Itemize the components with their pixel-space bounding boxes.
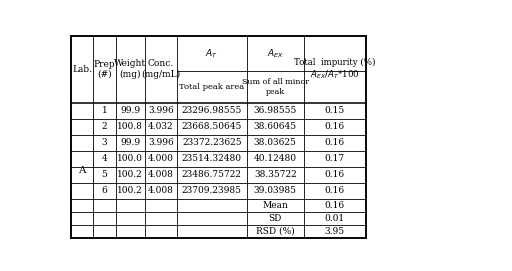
Text: 4: 4 bbox=[101, 154, 108, 163]
Text: 4.000: 4.000 bbox=[148, 154, 174, 163]
Text: 99.9: 99.9 bbox=[120, 138, 140, 147]
Text: 99.9: 99.9 bbox=[120, 107, 140, 115]
Text: 36.98555: 36.98555 bbox=[253, 107, 297, 115]
Text: 23514.32480: 23514.32480 bbox=[182, 154, 242, 163]
Text: Weight
(mg): Weight (mg) bbox=[114, 60, 146, 79]
Text: 0.01: 0.01 bbox=[325, 214, 345, 223]
Text: Sum of all minor
peak: Sum of all minor peak bbox=[242, 78, 309, 95]
Text: Lab.: Lab. bbox=[72, 65, 92, 74]
Text: 3.996: 3.996 bbox=[148, 107, 174, 115]
Text: 40.12480: 40.12480 bbox=[254, 154, 297, 163]
Text: Total peak area: Total peak area bbox=[179, 83, 244, 91]
Text: 23486.75722: 23486.75722 bbox=[182, 170, 242, 179]
Text: 5: 5 bbox=[101, 170, 108, 179]
Text: RSD (%): RSD (%) bbox=[256, 227, 295, 236]
Text: $A_{EX}$: $A_{EX}$ bbox=[267, 47, 284, 60]
Text: Total  impurity (%)
$A_{EX}/A_T$*100: Total impurity (%) $A_{EX}/A_T$*100 bbox=[294, 57, 376, 81]
Text: 3.996: 3.996 bbox=[148, 138, 174, 147]
Text: 4.032: 4.032 bbox=[148, 122, 174, 131]
Text: Prep
(#): Prep (#) bbox=[94, 60, 115, 79]
Text: A: A bbox=[78, 166, 86, 175]
Text: 4.008: 4.008 bbox=[148, 170, 174, 179]
Text: 0.16: 0.16 bbox=[325, 138, 345, 147]
Text: 0.16: 0.16 bbox=[325, 122, 345, 131]
Text: 23296.98555: 23296.98555 bbox=[182, 107, 242, 115]
Text: 23668.50645: 23668.50645 bbox=[182, 122, 242, 131]
Text: 100.2: 100.2 bbox=[117, 186, 143, 195]
Text: 38.60645: 38.60645 bbox=[254, 122, 297, 131]
Text: 23372.23625: 23372.23625 bbox=[182, 138, 242, 147]
Text: 2: 2 bbox=[102, 122, 108, 131]
Text: 23709.23985: 23709.23985 bbox=[182, 186, 242, 195]
Text: 3: 3 bbox=[102, 138, 108, 147]
Text: SD: SD bbox=[269, 214, 282, 223]
Text: 0.16: 0.16 bbox=[325, 201, 345, 210]
Text: 100.8: 100.8 bbox=[117, 122, 143, 131]
Text: 38.03625: 38.03625 bbox=[254, 138, 297, 147]
Text: 3.95: 3.95 bbox=[325, 227, 345, 236]
Text: 0.17: 0.17 bbox=[325, 154, 345, 163]
Text: Mean: Mean bbox=[262, 201, 288, 210]
Text: $A_T$: $A_T$ bbox=[205, 47, 218, 60]
Text: 39.03985: 39.03985 bbox=[254, 186, 297, 195]
Text: 1: 1 bbox=[101, 107, 108, 115]
Text: 6: 6 bbox=[101, 186, 108, 195]
Text: Conc.
(mg/mL): Conc. (mg/mL) bbox=[141, 60, 180, 79]
Text: 100.0: 100.0 bbox=[117, 154, 143, 163]
Text: 4.008: 4.008 bbox=[148, 186, 174, 195]
Text: 0.15: 0.15 bbox=[325, 107, 345, 115]
Text: 100.2: 100.2 bbox=[117, 170, 143, 179]
Text: 0.16: 0.16 bbox=[325, 170, 345, 179]
Text: 0.16: 0.16 bbox=[325, 186, 345, 195]
Text: 38.35722: 38.35722 bbox=[254, 170, 296, 179]
